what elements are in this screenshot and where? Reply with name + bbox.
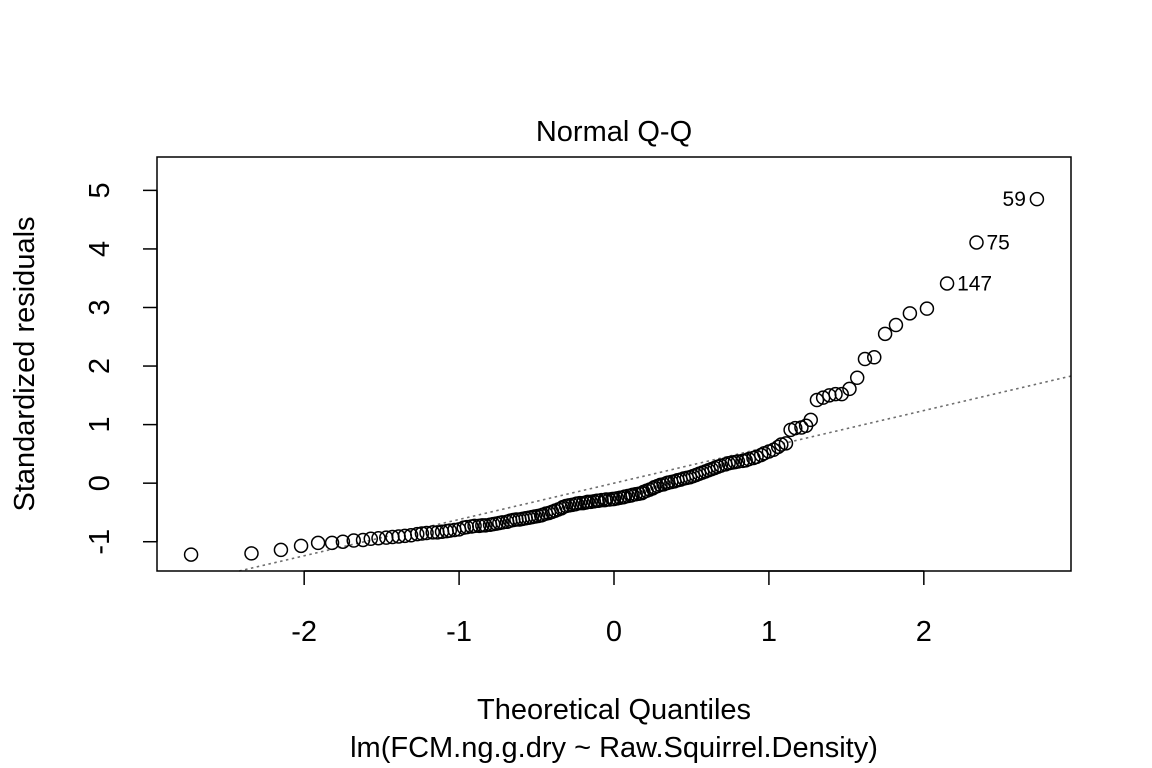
data-point [969,235,984,250]
data-point [1029,191,1045,207]
data-point [867,350,882,365]
data-point [495,515,510,530]
data-point [183,547,199,562]
data-point [414,526,430,541]
data-point [788,420,803,436]
data-point [902,306,918,321]
data-point [770,439,786,455]
data-point [244,546,259,561]
qq-reference-line [239,375,1072,572]
x-tick-label: 1 [761,616,777,648]
y-axis: -1 0 1 2 3 4 5 [84,182,158,555]
data-point [335,534,351,549]
chart-subtitle: lm(FCM.ng.g.dry ~ Raw.Squirrel.Density) [350,732,878,764]
data-point [355,532,371,548]
data-point [849,370,865,386]
y-axis-label: Standardized residuals [9,216,41,511]
y-tick-label: 5 [84,182,116,198]
reference-line-layer [239,375,1072,572]
x-tick-label: 2 [916,616,932,648]
data-point [730,454,746,469]
plot-frame [156,156,1072,572]
x-tick-label: 0 [606,616,622,648]
data-point [363,531,379,547]
y-tick-label: 3 [84,299,116,315]
data-point [346,533,361,548]
data-point [857,351,873,367]
x-tick-label: -1 [446,616,472,648]
data-point [753,447,769,463]
data-point [778,436,794,451]
data-point [828,386,843,402]
point-label: 147 [957,272,992,295]
y-tick-label: 0 [84,475,116,491]
y-tick-label: 2 [84,358,116,374]
data-point [939,276,955,291]
data-point [410,526,425,542]
point-label: 75 [987,231,1010,254]
data-point [442,523,458,538]
y-tick-label: -1 [84,529,116,555]
point-label: 59 [1003,188,1026,211]
data-point [467,518,482,534]
data-point [419,525,434,541]
data-point [293,538,309,554]
x-axis: -2 -1 0 1 2 [291,570,932,648]
data-point [888,317,904,333]
data-point [877,326,893,342]
data-point [809,392,825,408]
x-axis-label: Theoretical Quantiles [477,694,751,726]
y-tick-label: 1 [84,417,116,433]
data-point [919,301,935,316]
data-point [324,535,340,551]
point-labels-layer: 59 75 147 [957,188,1026,295]
data-point [310,535,326,551]
points-layer [183,191,1045,562]
data-point [425,525,440,540]
y-tick-label: 4 [84,241,116,257]
chart-title: Normal Q-Q [536,116,692,148]
x-tick-label: -2 [291,616,317,648]
data-point [478,518,493,533]
data-point [371,530,386,546]
data-point [842,381,857,397]
data-point [803,412,818,428]
data-point [403,528,419,543]
data-point [834,386,849,402]
data-point [273,542,289,558]
